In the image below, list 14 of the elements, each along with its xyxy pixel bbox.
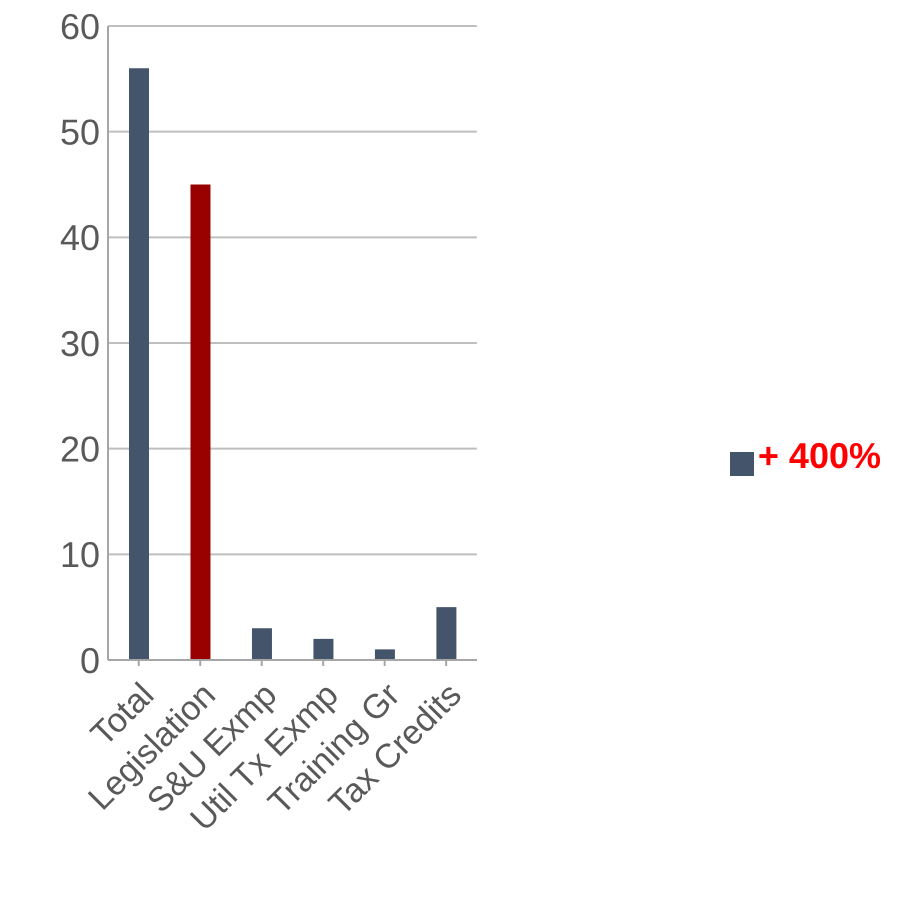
- y-tick-label: 30: [60, 322, 100, 364]
- legend-label: + 400%: [758, 435, 881, 476]
- y-tick-label: 10: [60, 534, 100, 576]
- bar: [374, 649, 395, 660]
- y-tick-label: 20: [60, 428, 100, 470]
- y-tick-label: 60: [60, 6, 100, 47]
- bar: [436, 607, 456, 660]
- y-tick-label: 0: [80, 640, 100, 681]
- bar: [129, 68, 149, 660]
- bar: [252, 628, 272, 660]
- bar: [190, 184, 210, 660]
- bar: [313, 638, 334, 660]
- y-tick-label: 50: [60, 111, 100, 152]
- y-tick-label: 40: [60, 217, 100, 258]
